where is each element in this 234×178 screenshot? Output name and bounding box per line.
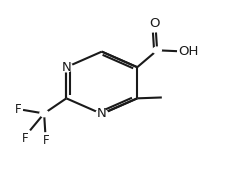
Text: N: N: [97, 107, 107, 121]
Text: O: O: [150, 17, 160, 30]
Text: F: F: [42, 134, 49, 147]
Text: N: N: [62, 61, 71, 74]
Text: F: F: [22, 132, 29, 145]
Text: OH: OH: [179, 45, 199, 58]
Circle shape: [40, 110, 48, 117]
Text: F: F: [15, 103, 21, 116]
Circle shape: [96, 109, 108, 119]
Circle shape: [60, 62, 72, 72]
Circle shape: [153, 47, 161, 53]
